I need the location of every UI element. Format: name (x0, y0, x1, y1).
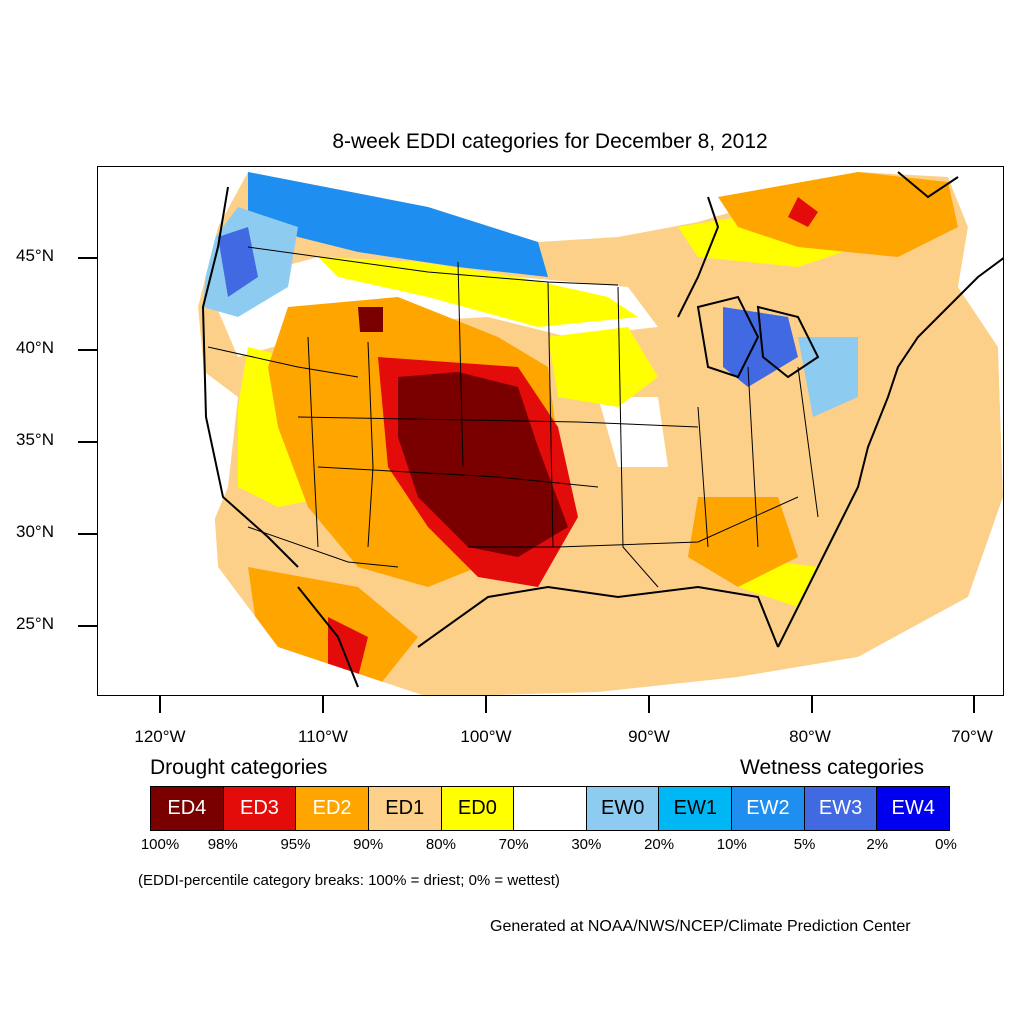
lon-label: 100°W (460, 727, 512, 746)
legend-cell-ed0: ED0 (441, 787, 515, 830)
percentile-label: 5% (793, 836, 816, 853)
legend-cell-ed1: ED1 (368, 787, 442, 830)
lat-tick (78, 441, 97, 443)
lat-label: 40°N (16, 338, 54, 357)
map-title: 8-week EDDI categories for December 8, 2… (332, 130, 768, 153)
lon-tick (322, 696, 324, 713)
lon-label: 110°W (298, 727, 348, 746)
legend-cell-neutral (514, 787, 587, 830)
lon-tick (485, 696, 487, 713)
legend-cell-ed2: ED2 (296, 787, 369, 830)
percentile-label: 80% (425, 836, 456, 853)
credit-line: Generated at NOAA/NWS/NCEP/Climate Predi… (490, 918, 911, 935)
ed4-north (358, 307, 383, 332)
percentile-label: 2% (866, 836, 889, 853)
legend-cell-ew0: EW0 (586, 787, 660, 830)
legend-cell-ew3: EW3 (804, 787, 878, 830)
category-note: (EDDI-percentile category breaks: 100% =… (138, 872, 560, 889)
legend-cell-ew2: EW2 (732, 787, 805, 830)
ed0-midwest (548, 327, 658, 407)
lat-label: 45°N (16, 246, 54, 265)
wet-nw-strong (218, 227, 258, 297)
percentile-label: 20% (644, 836, 675, 853)
ed0-north (318, 257, 638, 327)
lat-tick (78, 625, 97, 627)
lat-tick (78, 257, 97, 259)
lon-label: 120°W (134, 727, 186, 746)
ed2-se (688, 497, 798, 587)
lon-tick (159, 696, 161, 713)
wet-north (248, 172, 548, 277)
legend-cell-ew1: EW1 (659, 787, 733, 830)
lat-label: 25°N (16, 614, 54, 633)
ed2-ne (718, 172, 958, 257)
percentile-label: 70% (498, 836, 529, 853)
percentile-label: 98% (207, 836, 238, 853)
percentile-label: 90% (353, 836, 384, 853)
ed4-core (398, 372, 568, 557)
percentile-label: 95% (280, 836, 311, 853)
eddi-map (97, 166, 1004, 696)
lon-label: 80°W (789, 727, 831, 746)
lon-label: 90°W (628, 727, 670, 746)
wet-ne-light (798, 337, 858, 417)
coastlines (201, 171, 1003, 688)
ed3-ne (788, 197, 818, 227)
lon-tick (811, 696, 813, 713)
lat-label: 30°N (16, 522, 54, 541)
lon-tick (973, 696, 975, 713)
state-borders (207, 246, 819, 588)
legend-cell-ed3: ED3 (223, 787, 297, 830)
percentile-label: 0% (935, 836, 957, 853)
map-canvas (98, 167, 1003, 695)
lon-label: 70°W (951, 727, 993, 746)
percentile-label: 30% (571, 836, 602, 853)
lat-tick (78, 349, 97, 351)
legend-colorbar: ED4 ED3 ED2 ED1 ED0 EW0 EW1 EW2 EW3 EW4 (150, 786, 950, 831)
white-midwest (598, 397, 668, 467)
legend-cell-ed4: ED4 (151, 787, 224, 830)
legend-cell-ew4: EW4 (877, 787, 950, 830)
percentile-label: 10% (716, 836, 747, 853)
wet-lakes (723, 307, 798, 387)
lon-tick (648, 696, 650, 713)
outside-domain (98, 167, 1003, 695)
percentile-label: 100% (140, 836, 180, 853)
wetness-heading: Wetness categories (740, 756, 925, 779)
lat-label: 35°N (16, 430, 54, 449)
drought-heading: Drought categories (150, 756, 328, 779)
ed3-sw (328, 617, 368, 677)
lat-tick (78, 533, 97, 535)
